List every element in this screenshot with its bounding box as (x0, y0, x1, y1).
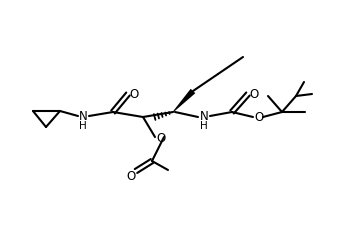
Text: O: O (255, 111, 264, 124)
Text: H: H (79, 121, 87, 131)
Polygon shape (173, 89, 195, 113)
Text: O: O (249, 87, 258, 100)
Text: N: N (200, 110, 208, 123)
Text: O: O (129, 87, 139, 100)
Text: O: O (126, 170, 136, 183)
Text: N: N (78, 110, 87, 123)
Text: O: O (156, 131, 166, 144)
Text: H: H (200, 121, 208, 131)
